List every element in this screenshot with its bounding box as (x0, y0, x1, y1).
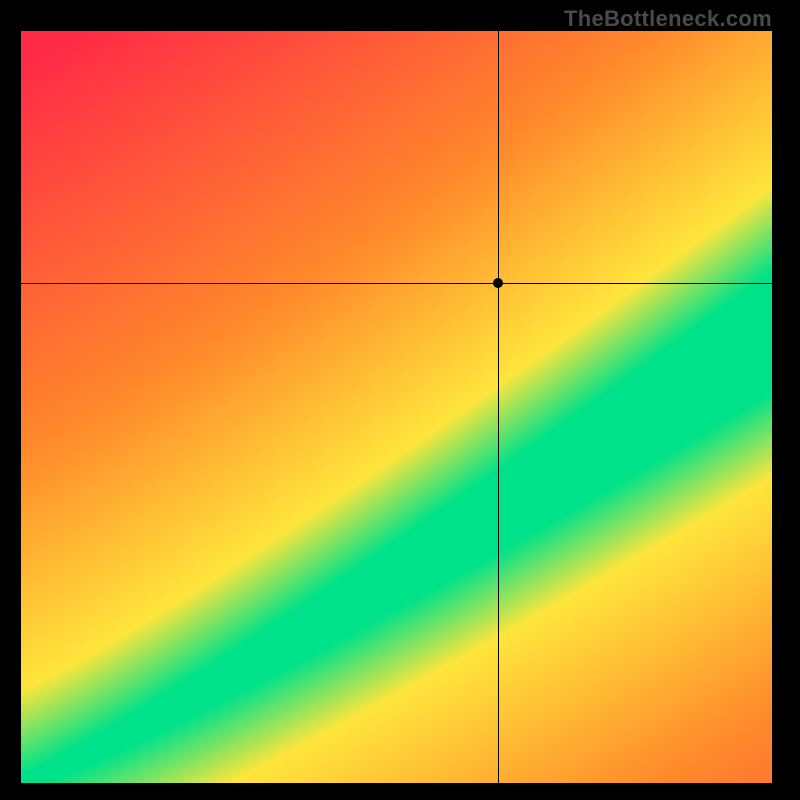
watermark-text: TheBottleneck.com (564, 6, 772, 32)
crosshair-horizontal (21, 283, 772, 284)
bottleneck-heatmap (21, 31, 772, 783)
chart-container: TheBottleneck.com (0, 0, 800, 800)
crosshair-vertical (498, 31, 499, 783)
crosshair-marker (493, 278, 503, 288)
